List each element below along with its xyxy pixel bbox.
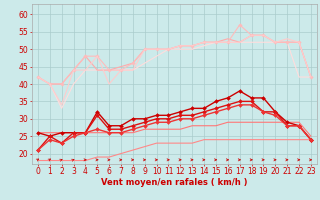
X-axis label: Vent moyen/en rafales ( km/h ): Vent moyen/en rafales ( km/h ) (101, 178, 248, 187)
